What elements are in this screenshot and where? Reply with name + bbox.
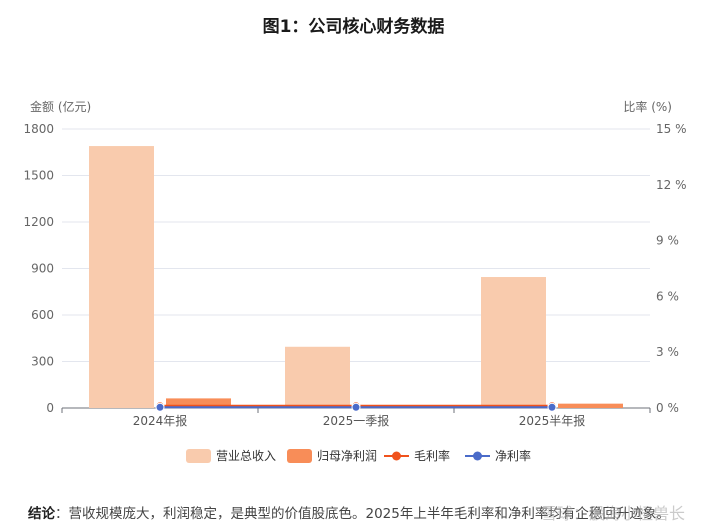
conclusion-label: 结论 <box>28 506 55 522</box>
left-tick-label: 1200 <box>23 215 54 229</box>
right-tick-label: 15 % <box>656 122 687 136</box>
right-tick-label: 0 % <box>656 401 679 415</box>
x-tick-label: 2025半年报 <box>519 413 586 428</box>
left-tick-label: 0 <box>46 401 54 415</box>
bar-revenue <box>481 277 546 408</box>
point-net-margin <box>351 402 361 412</box>
point-net-margin <box>155 402 165 412</box>
right-axis-label: 比率 (%) <box>623 99 672 114</box>
legend-swatch <box>186 449 211 463</box>
bar-revenue <box>285 346 350 408</box>
left-axis-label: 金额 (亿元) <box>30 99 91 114</box>
legend-marker <box>392 451 401 461</box>
bar-revenue <box>89 146 154 409</box>
conclusion-body: ：营收规模庞大，利润稳定，是典型的价值股底色。2025年上半年毛利率和净利率均有… <box>55 506 670 522</box>
legend-label: 营业总收入 <box>216 449 276 463</box>
right-tick-label: 12 % <box>656 178 687 192</box>
bar-net-profit <box>558 403 623 408</box>
x-tick-label: 2025一季报 <box>323 413 390 428</box>
legend-swatch <box>287 449 312 463</box>
left-tick-label: 300 <box>31 355 54 369</box>
left-tick-label: 900 <box>31 262 54 276</box>
left-tick-label: 1500 <box>23 169 54 183</box>
right-tick-label: 6 % <box>656 289 679 303</box>
left-tick-label: 600 <box>31 308 54 322</box>
point-net-margin <box>547 402 557 412</box>
legend-label: 毛利率 <box>414 448 450 463</box>
legend-marker <box>473 451 482 461</box>
right-tick-label: 3 % <box>656 345 679 359</box>
legend-label: 净利率 <box>495 448 531 463</box>
left-tick-label: 1800 <box>23 122 54 136</box>
bar-net-profit <box>166 398 231 408</box>
right-tick-label: 9 % <box>656 234 679 248</box>
watermark: 雪球：股海小怪兽长 <box>540 504 685 523</box>
x-tick-label: 2024年报 <box>133 413 188 428</box>
legend-label: 归母净利润 <box>317 449 377 463</box>
conclusion-text: 结论：营收规模庞大，利润稳定，是典型的价值股底色。2025年上半年毛利率和净利率… <box>28 502 698 522</box>
chart-svg: 金额 (亿元) 比率 (%) 0 300 600 900 1200 1500 1800 0 % 3 … <box>23 99 687 463</box>
chart-title: 图1：公司核心财务数据 <box>262 17 445 37</box>
